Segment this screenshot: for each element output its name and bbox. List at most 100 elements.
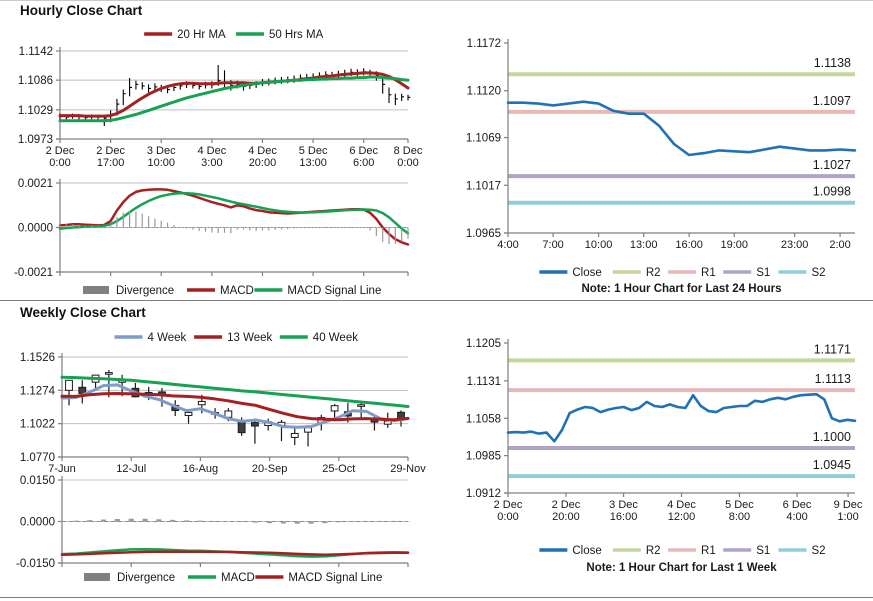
legend-item-divergence: Divergence [84, 572, 175, 584]
svg-text:MACD: MACD [221, 572, 255, 584]
svg-text:1.1526: 1.1526 [20, 352, 55, 364]
legend-item-20-hr-ma: 20 Hr MA [144, 29, 226, 41]
candle [104, 372, 113, 375]
svg-text:10:00: 10:00 [147, 157, 175, 169]
svg-text:1.1113: 1.1113 [815, 372, 851, 386]
svg-text:1.1097: 1.1097 [813, 94, 851, 108]
svg-text:1.1142: 1.1142 [19, 46, 53, 58]
svg-text:1.1022: 1.1022 [20, 419, 55, 431]
svg-text:20 Hr MA: 20 Hr MA [177, 29, 226, 41]
svg-text:1.1205: 1.1205 [466, 338, 501, 350]
svg-text:1.0998: 1.0998 [813, 185, 851, 199]
weekly-macd-chart: 0.0150 0.0000 -0.0150 Divergence MACD MACD Si… [16, 475, 411, 584]
legend-item-50-hrs-ma: 50 Hrs MA [235, 29, 324, 41]
svg-text:1.0973: 1.0973 [18, 134, 53, 146]
series-macd [58, 188, 410, 246]
svg-text:2:00: 2:00 [829, 239, 850, 251]
svg-text:2 Dec: 2 Dec [46, 145, 75, 157]
svg-text:0.0021: 0.0021 [18, 178, 53, 190]
svg-text:0.0000: 0.0000 [18, 223, 53, 235]
svg-text:0.0150: 0.0150 [20, 475, 55, 487]
svg-text:S1: S1 [756, 545, 770, 557]
svg-text:2 Dec: 2 Dec [494, 499, 523, 511]
svg-text:4 Dec: 4 Dec [667, 499, 696, 511]
series-close [506, 100, 857, 157]
legend-item-13-week: 13 Week [194, 332, 273, 344]
weekly-section-title: Weekly Close Chart [20, 305, 146, 320]
svg-text:Note: 1 Hour Chart for Last 1: Note: 1 Hour Chart for Last 1 Week [586, 562, 777, 574]
svg-text:10:00: 10:00 [585, 239, 613, 251]
svg-text:8 Dec: 8 Dec [394, 145, 423, 157]
svg-text:S1: S1 [756, 267, 770, 279]
svg-text:1.0912: 1.0912 [466, 488, 501, 500]
svg-text:20-Sep: 20-Sep [252, 463, 287, 475]
svg-text:7-Jun: 7-Jun [48, 463, 76, 475]
series-50-hrs-ma [58, 75, 410, 123]
svg-text:MACD: MACD [220, 285, 254, 297]
legend-item-40-week: 40 Week [279, 332, 358, 344]
close-1w-pivot-chart: 1.1171 1.1113 1.1000 1.0945 1.1205 1.1131 1.10… [466, 338, 863, 574]
svg-text:25-Oct: 25-Oct [322, 463, 355, 475]
series-20-hr-ma [58, 71, 410, 118]
svg-text:3 Dec: 3 Dec [147, 145, 176, 157]
svg-text:1.1131: 1.1131 [467, 376, 501, 388]
svg-text:-0.0150: -0.0150 [16, 558, 55, 570]
svg-text:Close: Close [572, 545, 601, 557]
legend-item-s2: S2 [778, 545, 826, 557]
svg-text:S2: S2 [811, 545, 825, 557]
candle [251, 422, 259, 427]
bottom-divider [0, 597, 873, 598]
svg-text:8:00: 8:00 [729, 511, 750, 523]
series-close [506, 392, 857, 443]
candle [65, 379, 73, 391]
svg-text:3 Dec: 3 Dec [609, 499, 638, 511]
legend-item-macd: MACD [188, 572, 255, 584]
svg-text:Divergence: Divergence [116, 285, 174, 297]
svg-text:19:00: 19:00 [720, 239, 748, 251]
series-4-week [60, 383, 410, 429]
svg-text:1:00: 1:00 [837, 511, 858, 523]
svg-text:7:00: 7:00 [542, 239, 563, 251]
svg-text:1.0965: 1.0965 [466, 228, 501, 240]
svg-text:5 Dec: 5 Dec [299, 145, 328, 157]
svg-text:S2: S2 [811, 267, 825, 279]
svg-text:6 Dec: 6 Dec [783, 499, 812, 511]
svg-text:16:00: 16:00 [675, 239, 703, 251]
svg-text:1.1274: 1.1274 [20, 385, 56, 397]
svg-text:6 Dec: 6 Dec [349, 145, 378, 157]
svg-text:1.1069: 1.1069 [466, 133, 501, 145]
svg-text:1.1029: 1.1029 [18, 105, 53, 117]
svg-text:1.1120: 1.1120 [467, 86, 501, 98]
svg-text:6:00: 6:00 [353, 157, 374, 169]
svg-text:23:00: 23:00 [781, 239, 809, 251]
svg-text:0:00: 0:00 [397, 157, 418, 169]
svg-text:2 Dec: 2 Dec [552, 499, 581, 511]
hourly-section-title: Hourly Close Chart [20, 3, 143, 18]
svg-text:MACD Signal Line: MACD Signal Line [288, 572, 382, 584]
legend-item-4-week: 4 Week [114, 332, 187, 344]
svg-text:20:00: 20:00 [552, 511, 580, 523]
legend-item-s2: S2 [778, 267, 826, 279]
candle [330, 405, 339, 412]
svg-text:Divergence: Divergence [117, 572, 175, 584]
legend-item-r2: R2 [612, 545, 661, 557]
legend-item-close: Close [539, 545, 602, 557]
svg-text:4:00: 4:00 [786, 511, 807, 523]
svg-text:MACD Signal Line: MACD Signal Line [287, 285, 381, 297]
svg-text:1.1138: 1.1138 [814, 56, 851, 70]
svg-text:16-Aug: 16-Aug [183, 463, 218, 475]
section-divider [0, 300, 873, 301]
svg-text:R2: R2 [646, 267, 661, 279]
svg-text:4 Dec: 4 Dec [197, 145, 226, 157]
legend-item-macd-signal-line: MACD Signal Line [255, 572, 382, 584]
series-13-week [60, 392, 410, 422]
svg-text:1.1000: 1.1000 [813, 430, 851, 444]
series-macd-signal-line [60, 550, 410, 556]
candle [290, 432, 299, 438]
legend-item-macd-signal-line: MACD Signal Line [254, 285, 381, 297]
svg-text:29-Nov: 29-Nov [390, 463, 426, 475]
svg-text:4 Week: 4 Week [148, 332, 187, 344]
